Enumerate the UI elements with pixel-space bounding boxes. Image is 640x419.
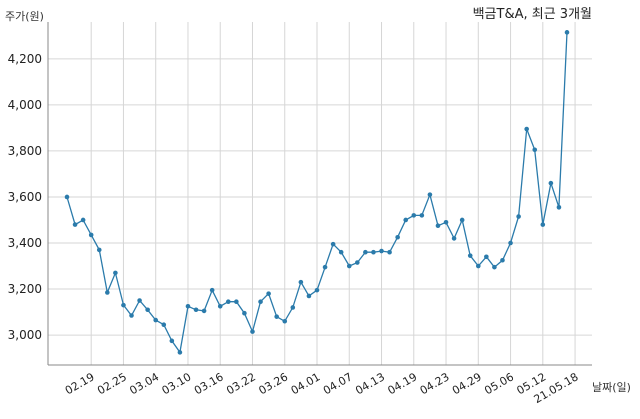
y-tick-label: 3,600 <box>8 190 42 204</box>
data-point <box>121 302 126 308</box>
data-point <box>193 307 199 313</box>
data-point <box>427 192 433 197</box>
y-axis-label: 주가(원) <box>5 10 44 23</box>
data-point <box>72 222 78 227</box>
chart-title: 백금T&A, 최근 3개월 <box>473 7 592 22</box>
x-tick-label: 04.29 <box>450 370 484 397</box>
data-point <box>242 310 247 316</box>
data-point <box>290 305 296 310</box>
data-point <box>234 299 239 304</box>
data-point <box>105 290 110 295</box>
data-point <box>258 299 263 304</box>
data-point <box>419 213 425 218</box>
x-tick-label: 03.26 <box>256 370 290 397</box>
x-tick-label: 02.19 <box>63 370 97 397</box>
x-tick-label: 04.07 <box>321 370 355 397</box>
x-tick-label: 05.06 <box>482 370 516 397</box>
data-point <box>516 214 521 219</box>
data-point <box>500 257 505 263</box>
y-tick-label: 4,000 <box>8 98 42 112</box>
data-point <box>129 313 134 318</box>
data-point <box>459 217 465 223</box>
data-point <box>540 222 546 227</box>
data-point <box>346 263 352 269</box>
x-tick-label: 03.22 <box>224 370 258 397</box>
data-point <box>266 291 271 296</box>
x-tick-label: 04.13 <box>353 370 387 397</box>
x-tick-label: 04.23 <box>418 370 452 397</box>
data-point <box>548 180 554 186</box>
data-point <box>282 318 288 324</box>
data-point <box>96 247 102 253</box>
data-point <box>169 338 175 344</box>
data-point <box>379 248 384 254</box>
x-tick-label: 02.25 <box>95 370 129 397</box>
x-tick-label: 03.16 <box>192 370 226 397</box>
y-tick-label: 3,800 <box>8 144 42 158</box>
data-point <box>355 260 360 265</box>
data-point <box>322 264 328 270</box>
x-tick-label: 04.01 <box>289 370 323 397</box>
labels: 백금T&A, 최근 3개월 주가(원) 날짜(일) 3,000 3,200 3,40… <box>5 7 631 406</box>
data-point <box>338 249 344 255</box>
series-price <box>64 30 570 355</box>
data-point <box>387 249 392 255</box>
data-point <box>306 293 312 299</box>
data-point <box>161 322 167 328</box>
data-point <box>225 299 231 304</box>
data-point <box>363 249 368 255</box>
data-point <box>64 194 70 200</box>
data-point <box>314 287 320 293</box>
grid <box>48 22 592 365</box>
y-tick-label: 3,000 <box>8 328 42 342</box>
x-tick-label: 03.10 <box>160 370 194 397</box>
y-tick-label: 4,200 <box>8 52 42 66</box>
data-point <box>177 350 183 355</box>
data-point <box>564 30 570 35</box>
data-point <box>80 217 86 223</box>
data-point <box>467 253 473 258</box>
y-tick-label: 3,400 <box>8 236 42 250</box>
data-point <box>185 303 191 309</box>
data-point <box>475 263 481 269</box>
data-point <box>88 232 94 238</box>
x-tick-label: 03.04 <box>127 370 161 397</box>
data-point <box>411 213 417 218</box>
x-tick-label: 04.19 <box>385 370 419 397</box>
data-point <box>524 126 529 132</box>
data-point <box>153 317 159 323</box>
data-point <box>113 270 118 276</box>
data-point <box>209 287 215 293</box>
data-point <box>484 254 489 260</box>
axes <box>47 22 592 366</box>
data-point <box>451 236 457 241</box>
data-point <box>395 234 400 240</box>
data-point <box>435 223 441 229</box>
data-point <box>274 314 279 319</box>
data-point <box>371 249 376 255</box>
data-point <box>217 303 223 309</box>
data-point <box>403 217 409 223</box>
x-axis-label: 날짜(일) <box>592 380 631 394</box>
data-point <box>298 279 304 285</box>
data-point <box>532 147 538 153</box>
data-point <box>443 219 449 225</box>
data-point <box>145 307 150 313</box>
data-point <box>201 308 207 314</box>
data-point <box>492 264 497 270</box>
data-point <box>508 240 513 246</box>
y-tick-label: 3,200 <box>8 282 42 296</box>
data-point <box>137 298 142 303</box>
data-point <box>330 241 336 247</box>
data-point <box>250 329 255 334</box>
data-point <box>556 205 562 210</box>
